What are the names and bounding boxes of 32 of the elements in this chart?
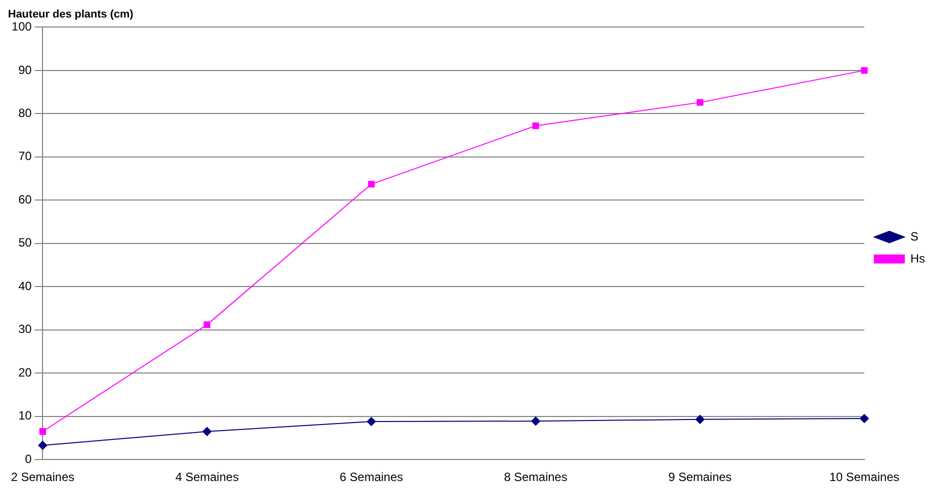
y-tick-label: 30: [18, 322, 32, 336]
point: [861, 67, 868, 74]
point: [202, 426, 212, 436]
y-tick-label: 80: [18, 106, 32, 120]
y-tick-label: 20: [18, 365, 32, 380]
point: [532, 122, 540, 130]
y-tick-label: 60: [18, 192, 32, 206]
x-tick-label: 9 Semaines: [668, 470, 732, 484]
y-tick-label: 40: [18, 278, 32, 293]
point: [531, 416, 540, 426]
x-tick-label: 2 Semaines: [10, 470, 74, 484]
y-tick-label: 0: [24, 452, 32, 466]
x-tick-label: 10 Semaines: [829, 470, 900, 484]
point: [38, 440, 48, 450]
x-tick-label: 8 Semaines: [504, 470, 568, 484]
y-tick-label: 70: [18, 149, 32, 164]
legend-label: Hs: [910, 251, 926, 266]
point: [368, 180, 375, 188]
y-tick-label: 100: [12, 20, 32, 34]
point: [696, 99, 704, 106]
y-tick-label: 50: [18, 236, 32, 250]
point: [204, 321, 210, 328]
x-tick-label: 4 Semaines: [175, 470, 239, 484]
point: [860, 414, 869, 424]
y-tick-label: 10: [18, 408, 32, 423]
x-tick-label: 6 Semaines: [340, 470, 404, 484]
point: [696, 414, 705, 424]
point: [366, 417, 376, 426]
point: [39, 428, 46, 435]
y-tick-label: 90: [18, 62, 32, 77]
y-axis-title: Hauteur des plants (cm): [8, 8, 134, 21]
legend-label: S: [910, 229, 918, 244]
